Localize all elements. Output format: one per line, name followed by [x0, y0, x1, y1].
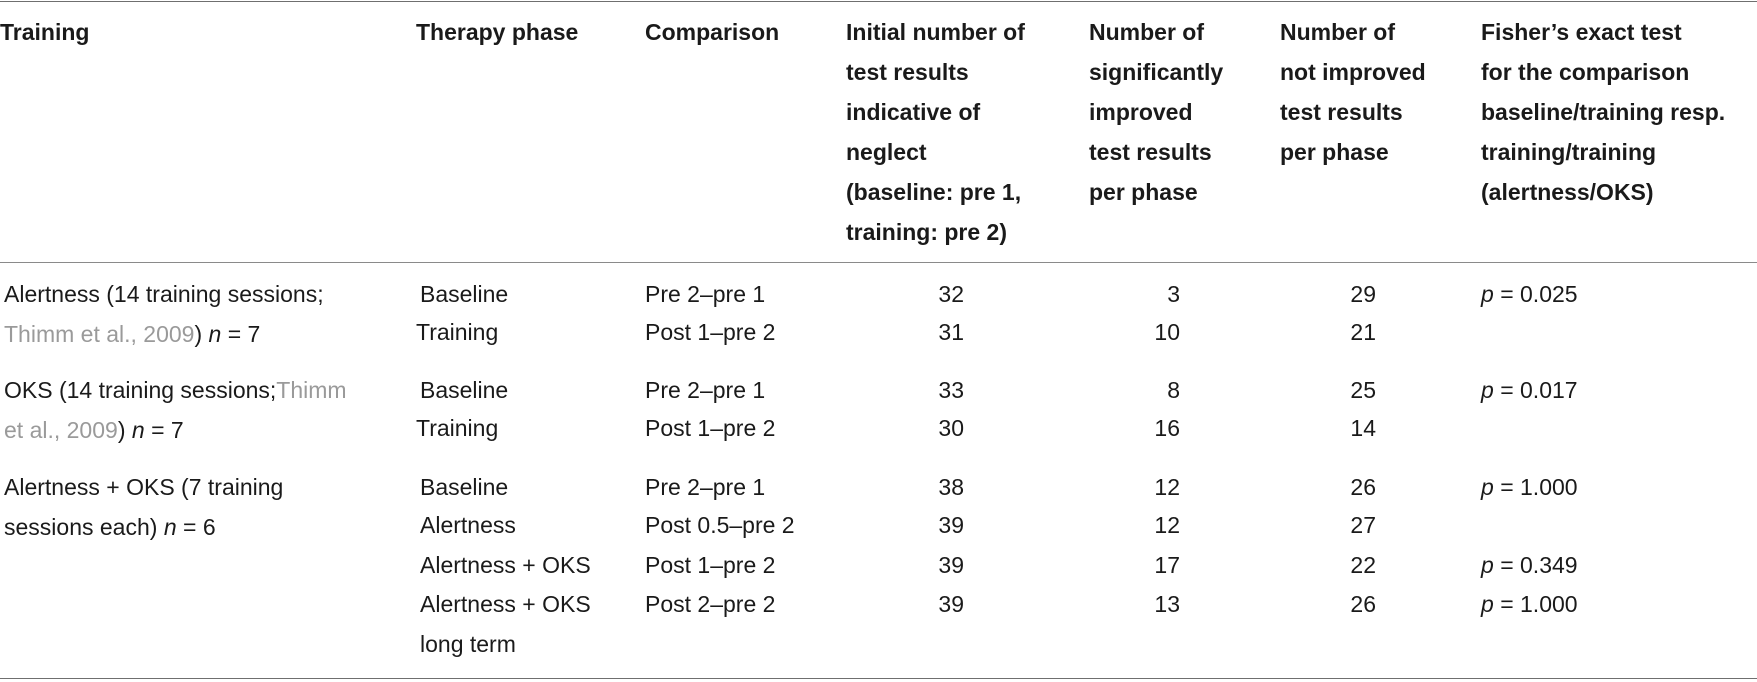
row-phase: Baseline	[420, 474, 509, 500]
row-phase: Baseline	[420, 281, 509, 307]
citation-link[interactable]: et al., 2009	[4, 417, 118, 443]
row-comparison: Post 1–pre 2	[645, 415, 776, 441]
row-initial: 39	[938, 512, 964, 538]
row-comparison: Pre 2–pre 1	[645, 474, 766, 500]
row-initial: 33	[938, 377, 964, 403]
row-improved: 16	[1154, 415, 1180, 441]
row-fisher: p = 0.349	[1481, 552, 1578, 578]
row-comparison: Post 1–pre 2	[645, 319, 776, 345]
row-initial: 38	[938, 474, 964, 500]
row-not-improved: 27	[1350, 512, 1376, 538]
row-not-improved: 22	[1350, 552, 1376, 578]
row-not-improved: 26	[1350, 474, 1376, 500]
table-header-rule	[0, 262, 1757, 263]
row-improved: 17	[1154, 552, 1180, 578]
row-phase: Baseline	[420, 377, 509, 403]
row-initial: 39	[938, 552, 964, 578]
row-phase: Training	[416, 415, 499, 441]
row-improved: 3	[1167, 281, 1180, 307]
row-fisher: p = 0.017	[1481, 377, 1578, 403]
row-not-improved: 21	[1350, 319, 1376, 345]
row-not-improved: 25	[1350, 377, 1376, 403]
group-alertness-training: Alertness (14 training sessions; Thimm e…	[4, 281, 324, 347]
row-initial: 30	[938, 415, 964, 441]
header-not-improved: Number of not improved test results per …	[1280, 19, 1426, 165]
row-initial: 39	[938, 591, 964, 617]
header-initial-number: Initial number of test results indicativ…	[846, 19, 1025, 245]
table-bottom-rule	[0, 678, 1757, 679]
row-phase: Alertness	[420, 512, 516, 538]
row-fisher: p = 0.025	[1481, 281, 1578, 307]
row-improved: 12	[1154, 512, 1180, 538]
row-comparison: Post 1–pre 2	[645, 552, 776, 578]
header-therapy-phase: Therapy phase	[416, 19, 579, 45]
header-significantly-improved: Number of significantly improved test re…	[1089, 19, 1224, 205]
row-fisher: p = 1.000	[1481, 474, 1578, 500]
row-initial: 32	[938, 281, 964, 307]
header-comparison: Comparison	[645, 19, 780, 45]
row-phase: Alertness + OKS	[420, 552, 591, 578]
row-comparison: Pre 2–pre 1	[645, 377, 766, 403]
table-top-rule	[0, 1, 1757, 2]
header-training: Training	[0, 19, 90, 45]
row-not-improved: 29	[1350, 281, 1376, 307]
row-improved: 12	[1154, 474, 1180, 500]
row-comparison: Pre 2–pre 1	[645, 281, 766, 307]
row-improved: 10	[1154, 319, 1180, 345]
citation-link[interactable]: Thimm	[276, 377, 347, 403]
row-initial: 31	[938, 319, 964, 345]
citation-link[interactable]: Thimm et al., 2009	[4, 321, 195, 347]
group-alertness-oks-training: Alertness + OKS (7 training sessions eac…	[4, 474, 284, 540]
row-phase: Alertness + OKS long term	[420, 591, 591, 657]
row-not-improved: 14	[1350, 415, 1376, 441]
row-fisher: p = 1.000	[1481, 591, 1578, 617]
row-not-improved: 26	[1350, 591, 1376, 617]
row-comparison: Post 2–pre 2	[645, 591, 776, 617]
row-phase: Training	[416, 319, 499, 345]
row-improved: 8	[1167, 377, 1180, 403]
row-improved: 13	[1154, 591, 1180, 617]
row-comparison: Post 0.5–pre 2	[645, 512, 795, 538]
group-oks-training: OKS (14 training sessions;Thimm et al., …	[4, 377, 347, 443]
header-fisher-test: Fisher’s exact test for the comparison b…	[1481, 19, 1726, 205]
